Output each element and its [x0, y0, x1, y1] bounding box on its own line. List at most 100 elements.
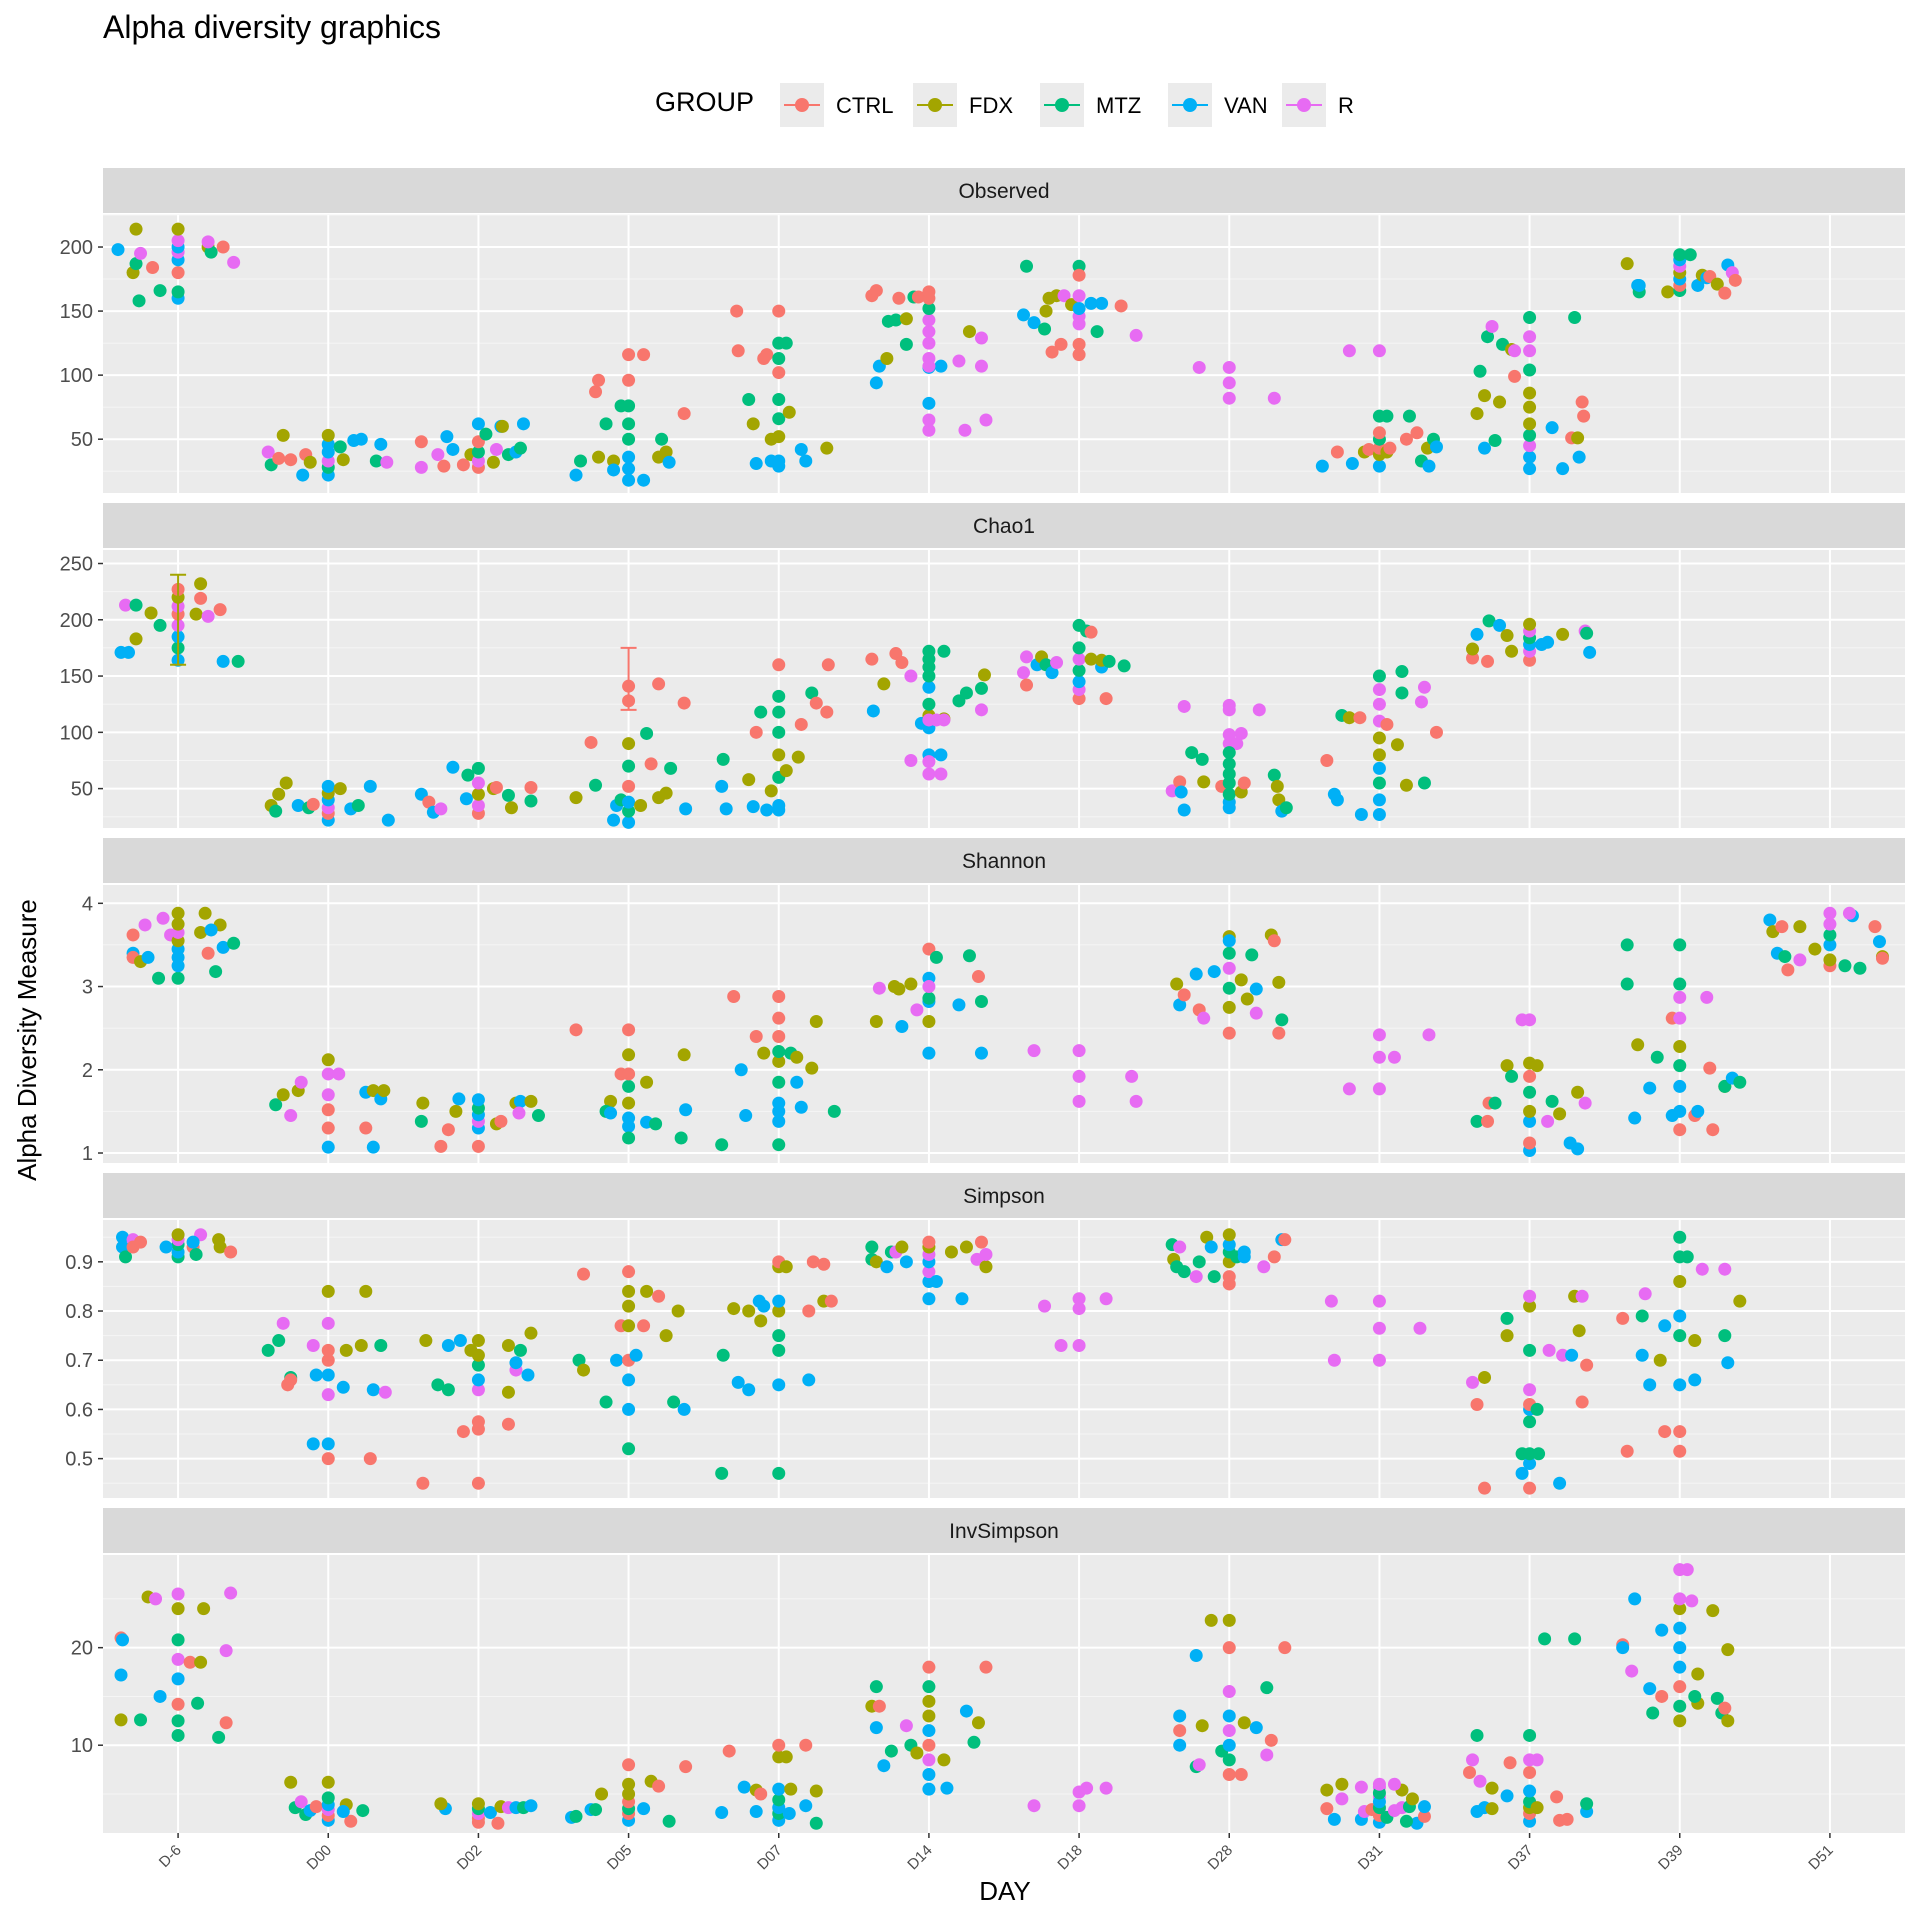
data-point — [749, 1029, 763, 1043]
data-point — [790, 1050, 804, 1064]
data-point — [1523, 386, 1537, 400]
data-point — [877, 677, 891, 691]
data-point — [321, 1775, 335, 1789]
data-point — [944, 1245, 958, 1259]
data-point — [1315, 459, 1329, 473]
data-point — [922, 1235, 936, 1249]
data-point — [269, 1098, 283, 1112]
data-point — [1320, 1783, 1334, 1797]
data-point — [1222, 1738, 1236, 1752]
data-point — [1390, 738, 1404, 752]
data-point — [524, 1326, 538, 1340]
data-point — [1673, 1680, 1687, 1694]
data-point — [659, 1329, 673, 1343]
data-point — [739, 1109, 753, 1123]
data-point — [1054, 1338, 1068, 1352]
data-point — [459, 792, 473, 806]
data-point — [622, 1111, 636, 1125]
data-point — [1572, 450, 1586, 464]
data-point — [1523, 344, 1537, 358]
data-point — [1620, 938, 1634, 952]
data-point — [1868, 920, 1882, 934]
data-point — [809, 696, 823, 710]
data-point — [584, 735, 598, 749]
data-point — [122, 645, 136, 659]
data-point — [1523, 428, 1537, 442]
data-point — [1485, 1802, 1499, 1816]
data-point — [640, 1284, 654, 1298]
data-point — [276, 1316, 290, 1330]
data-point — [1072, 1292, 1086, 1306]
data-point — [1655, 1623, 1669, 1637]
data-point — [671, 1304, 685, 1318]
data-point — [1372, 1082, 1386, 1096]
data-point — [869, 1015, 883, 1029]
data-point — [441, 1338, 455, 1352]
data-point — [1417, 1800, 1431, 1814]
data-point — [821, 658, 835, 672]
data-point — [622, 1265, 636, 1279]
data-point — [1493, 618, 1507, 632]
data-point — [1222, 360, 1236, 374]
data-point — [734, 1063, 748, 1077]
data-point — [378, 1385, 392, 1399]
panel-simpson: Simpson 0.5 0.6 0.7 0.8 0.9 — [65, 1173, 1905, 1498]
data-point — [284, 1775, 298, 1789]
panel-chao1: Chao1 50 100 150 200 250 — [60, 503, 1905, 829]
data-point — [772, 1096, 786, 1110]
data-point — [974, 681, 988, 695]
data-point — [1673, 1660, 1687, 1674]
data-point — [116, 1240, 130, 1254]
data-point — [306, 1338, 320, 1352]
data-point — [359, 1284, 373, 1298]
y-tick-label: 100 — [60, 365, 93, 387]
data-point — [224, 1245, 238, 1259]
data-point — [742, 1383, 756, 1397]
data-point — [1372, 1353, 1386, 1367]
data-point — [640, 726, 654, 740]
facet-strip — [103, 1508, 1905, 1553]
data-point — [1354, 807, 1368, 821]
data-point — [197, 1602, 211, 1616]
panel-shannon: Shannon 1 2 3 4 — [82, 838, 1905, 1165]
data-point — [1237, 1716, 1251, 1730]
data-point — [1571, 1085, 1585, 1099]
data-point — [731, 1375, 745, 1389]
data-point — [1177, 803, 1191, 817]
data-point — [471, 1476, 485, 1490]
data-point — [1500, 1311, 1514, 1325]
data-point — [1532, 1447, 1546, 1461]
data-point — [922, 1046, 936, 1060]
data-point — [204, 245, 218, 259]
data-point — [779, 336, 793, 350]
data-point — [1572, 1324, 1586, 1338]
data-point — [910, 1003, 924, 1017]
data-point — [742, 1304, 756, 1318]
data-point — [1372, 344, 1386, 358]
data-point — [877, 1759, 891, 1773]
data-point — [595, 1787, 609, 1801]
data-point — [1335, 1777, 1349, 1791]
data-point — [974, 1235, 988, 1249]
data-point — [336, 1805, 350, 1819]
data-point — [772, 748, 786, 762]
data-point — [374, 437, 388, 451]
data-point — [1500, 629, 1514, 643]
data-point — [191, 1696, 205, 1710]
data-point — [802, 1373, 816, 1387]
data-point — [1523, 1457, 1537, 1471]
data-point — [937, 713, 951, 727]
data-point — [321, 1316, 335, 1330]
data-point — [974, 331, 988, 345]
data-point — [1222, 703, 1236, 717]
data-point — [1470, 1728, 1484, 1742]
data-point — [321, 1791, 335, 1805]
data-point — [1673, 1714, 1687, 1728]
data-point — [204, 923, 218, 937]
y-axis-title: Alpha Diversity Measure — [12, 899, 42, 1181]
data-point — [869, 376, 883, 390]
data-point — [1039, 304, 1053, 318]
data-point — [194, 925, 208, 939]
data-point — [1470, 407, 1484, 421]
